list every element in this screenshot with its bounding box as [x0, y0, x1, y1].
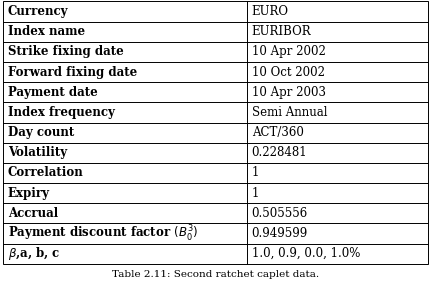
- Text: 10 Apr 2002: 10 Apr 2002: [251, 45, 325, 58]
- Text: Index name: Index name: [8, 25, 85, 38]
- Text: 10 Oct 2002: 10 Oct 2002: [251, 66, 324, 79]
- Text: EURO: EURO: [251, 5, 288, 18]
- Text: Table 2.11: Second ratchet caplet data.: Table 2.11: Second ratchet caplet data.: [112, 270, 318, 279]
- Text: $\beta$,a, b, c: $\beta$,a, b, c: [8, 245, 60, 262]
- Text: 0.505556: 0.505556: [251, 207, 307, 220]
- Text: Forward fixing date: Forward fixing date: [8, 66, 137, 79]
- Text: ACT/360: ACT/360: [251, 126, 303, 139]
- Text: Currency: Currency: [8, 5, 68, 18]
- Text: Semi Annual: Semi Annual: [251, 106, 326, 119]
- Text: 0.228481: 0.228481: [251, 146, 307, 159]
- Text: 10 Apr 2003: 10 Apr 2003: [251, 86, 325, 99]
- Text: Index frequency: Index frequency: [8, 106, 114, 119]
- Text: 1: 1: [251, 167, 258, 179]
- Text: Payment date: Payment date: [8, 86, 97, 99]
- Text: Correlation: Correlation: [8, 167, 83, 179]
- Text: Payment discount factor $(B_0^3)$: Payment discount factor $(B_0^3)$: [8, 224, 197, 243]
- Text: Day count: Day count: [8, 126, 74, 139]
- Text: 1: 1: [251, 187, 258, 200]
- Text: EURIBOR: EURIBOR: [251, 25, 310, 38]
- Text: Volatility: Volatility: [8, 146, 67, 159]
- Text: 1.0, 0.9, 0.0, 1.0%: 1.0, 0.9, 0.0, 1.0%: [251, 247, 359, 260]
- Text: 0.949599: 0.949599: [251, 227, 307, 240]
- Text: Accrual: Accrual: [8, 207, 58, 220]
- Text: Strike fixing date: Strike fixing date: [8, 45, 123, 58]
- Text: Expiry: Expiry: [8, 187, 49, 200]
